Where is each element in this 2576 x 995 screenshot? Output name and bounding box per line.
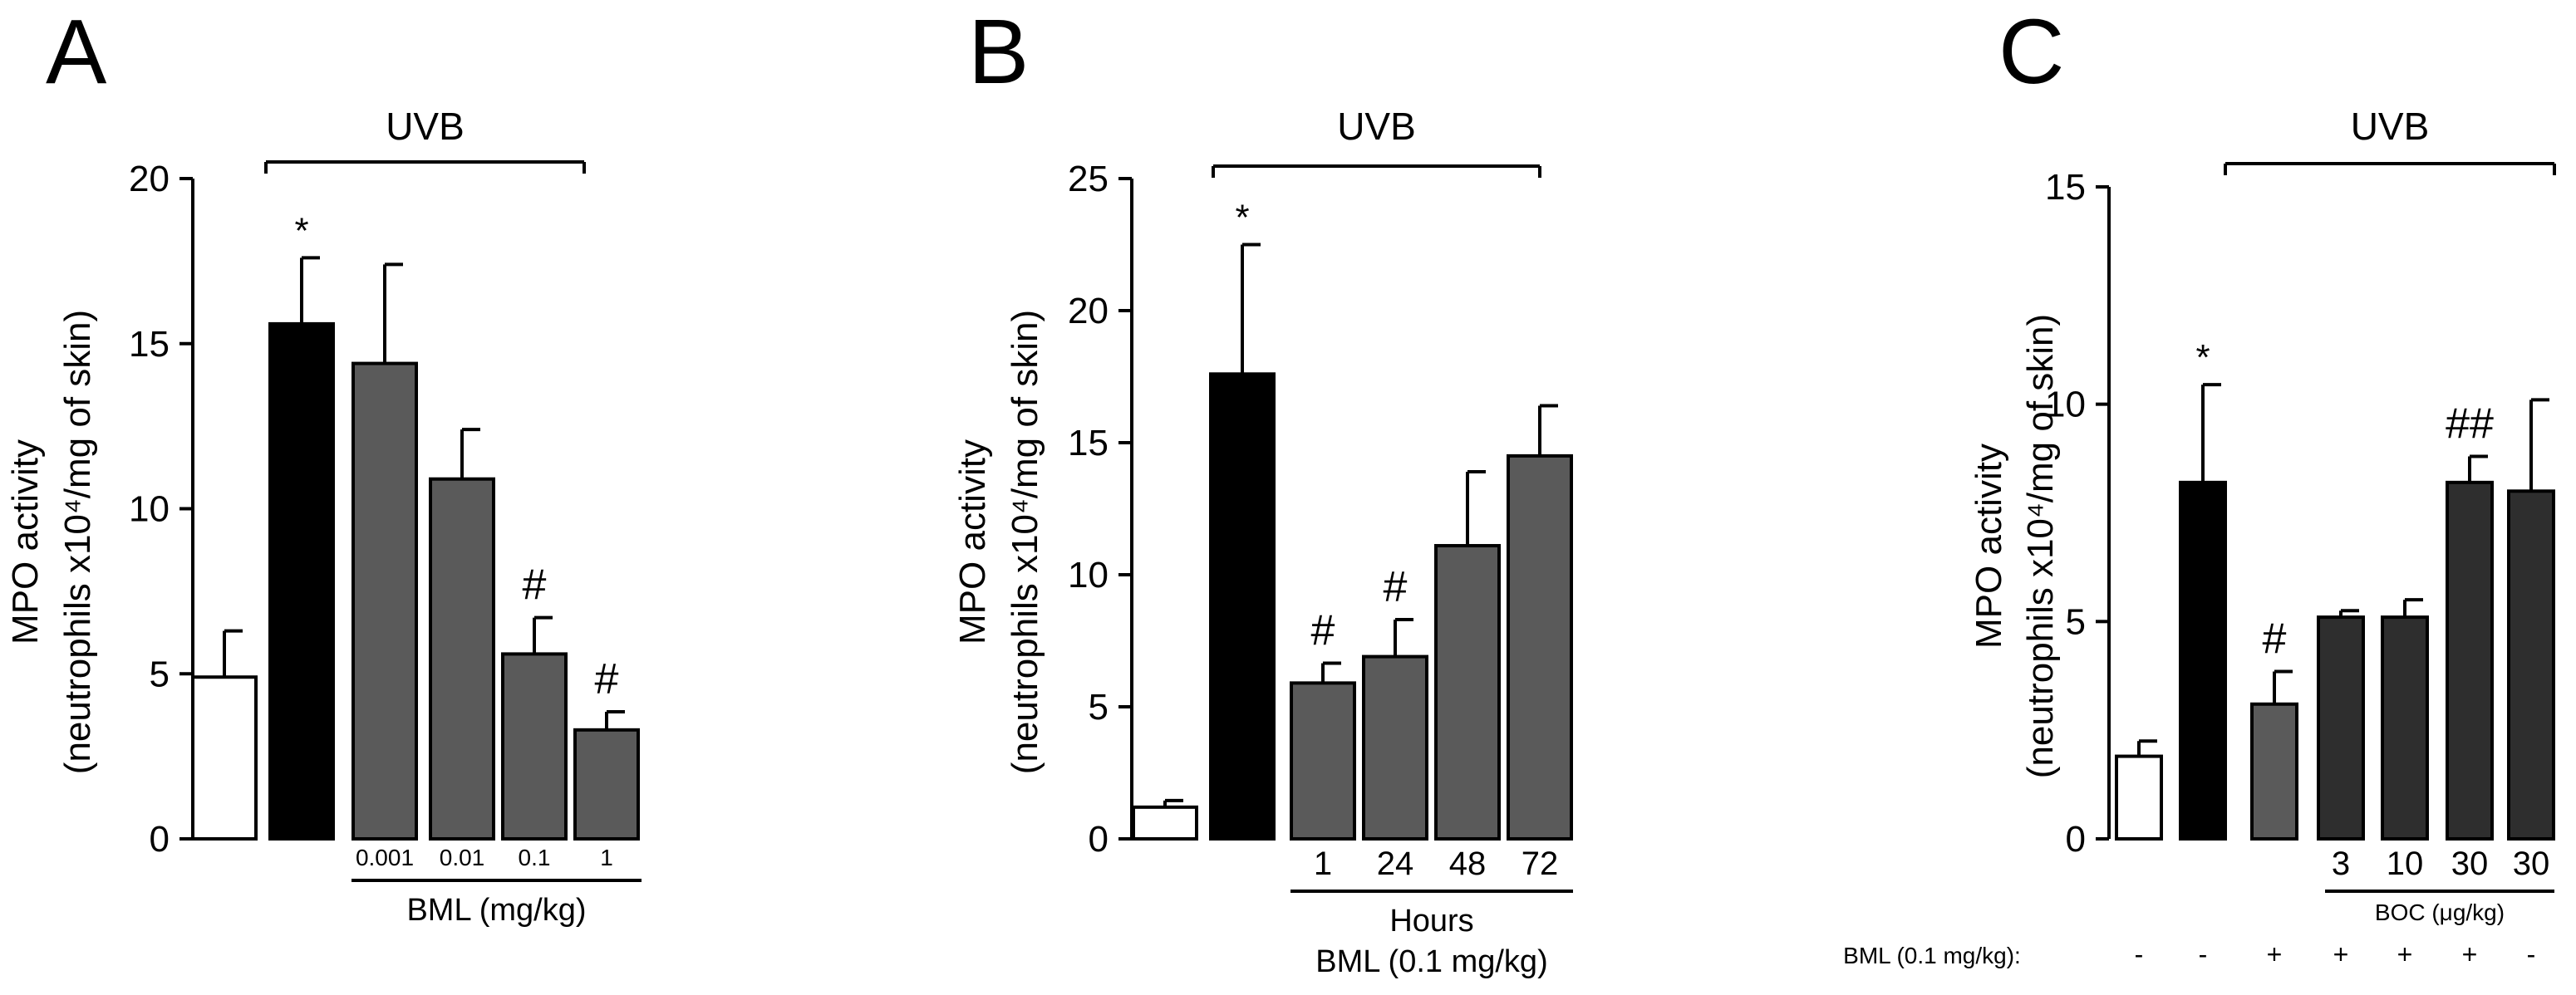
bml-sign: -	[2135, 939, 2144, 969]
y-axis-label-units: (neutrophils x10⁴/mg of skin)	[1005, 310, 1045, 774]
category-label: 30	[2451, 846, 2489, 882]
group-label: BML (mg/kg)	[406, 893, 586, 928]
category-label: 1	[600, 845, 613, 870]
bar	[268, 321, 335, 841]
y-tick-label: 25	[1068, 159, 1109, 199]
y-tick-label: 5	[1089, 687, 1109, 728]
group-label: Hours	[1389, 904, 1473, 939]
significance-hash: ##	[2446, 399, 2494, 448]
y-tick-label: 10	[129, 489, 170, 530]
bml-row-label: BML (0.1 mg/kg):	[1843, 943, 2021, 968]
category-label: 0.1	[519, 845, 551, 870]
bar	[2507, 489, 2555, 841]
bar	[1132, 805, 1198, 841]
category-label: 0.01	[440, 845, 485, 870]
y-tick-label: 10	[2045, 385, 2086, 425]
y-tick-label: 10	[1068, 555, 1109, 596]
y-axis-label-units: (neutrophils x10⁴/mg of skin)	[57, 310, 98, 774]
group-label-2: BML (0.1 mg/kg)	[1315, 944, 1547, 979]
panel-letter: C	[1998, 1, 2064, 103]
bml-sign: -	[2527, 939, 2536, 969]
uvb-label: UVB	[2351, 105, 2430, 148]
bar	[1434, 544, 1501, 841]
y-tick-label: 0	[1089, 819, 1109, 860]
bml-sign: +	[2397, 939, 2413, 969]
bml-sign: +	[2267, 939, 2283, 969]
y-axis-label: MPO activity	[1969, 444, 2009, 649]
significance-hash: #	[2263, 615, 2287, 664]
y-tick-label: 0	[150, 819, 170, 860]
panel-letter: A	[46, 1, 107, 103]
bar	[2446, 480, 2494, 841]
bar	[1362, 654, 1428, 841]
category-label: 0.001	[356, 845, 414, 870]
significance-hash: #	[523, 561, 547, 610]
significance-star: *	[1235, 198, 1249, 238]
y-axis-label-units: (neutrophils x10⁴/mg of skin)	[2020, 314, 2061, 778]
uvb-label: UVB	[386, 105, 465, 148]
y-tick-label: 15	[2045, 167, 2086, 208]
bar	[2179, 480, 2227, 841]
y-tick-label: 20	[1068, 291, 1109, 331]
bml-sign: +	[2462, 939, 2478, 969]
bar	[2381, 615, 2429, 841]
significance-star: *	[294, 210, 308, 251]
bar	[501, 652, 568, 841]
category-label: 72	[1522, 846, 1559, 882]
category-label: 24	[1377, 846, 1414, 882]
bar	[2115, 754, 2163, 841]
bar	[351, 361, 418, 841]
uvb-label: UVB	[1337, 105, 1416, 148]
group-label: BOC (μg/kg)	[2375, 899, 2505, 925]
category-label: 48	[1449, 846, 1487, 882]
bar	[2250, 702, 2298, 841]
bar	[1209, 372, 1276, 841]
significance-star: *	[2195, 337, 2210, 378]
panel-letter: B	[968, 1, 1029, 103]
y-axis-label: MPO activity	[952, 439, 993, 645]
y-tick-label: 15	[1068, 423, 1109, 463]
bar	[429, 477, 495, 841]
significance-hash: #	[1311, 607, 1335, 655]
y-tick-label: 15	[129, 324, 170, 365]
y-tick-label: 0	[2066, 819, 2086, 860]
category-label: 30	[2513, 846, 2550, 882]
bar	[573, 728, 640, 841]
bar	[191, 675, 258, 841]
y-tick-label: 5	[150, 654, 170, 694]
bml-sign: +	[2333, 939, 2349, 969]
category-label: 10	[2387, 846, 2424, 882]
significance-hash: #	[595, 655, 619, 703]
bar	[2317, 615, 2365, 841]
bar	[1507, 453, 1573, 841]
y-tick-label: 5	[2066, 601, 2086, 642]
bar	[1290, 681, 1356, 841]
category-label: 3	[2332, 846, 2350, 882]
category-label: 1	[1314, 846, 1332, 882]
y-axis-label: MPO activity	[5, 439, 46, 645]
bml-sign: -	[2199, 939, 2208, 969]
significance-hash: #	[1384, 563, 1408, 611]
y-tick-label: 20	[129, 159, 170, 199]
